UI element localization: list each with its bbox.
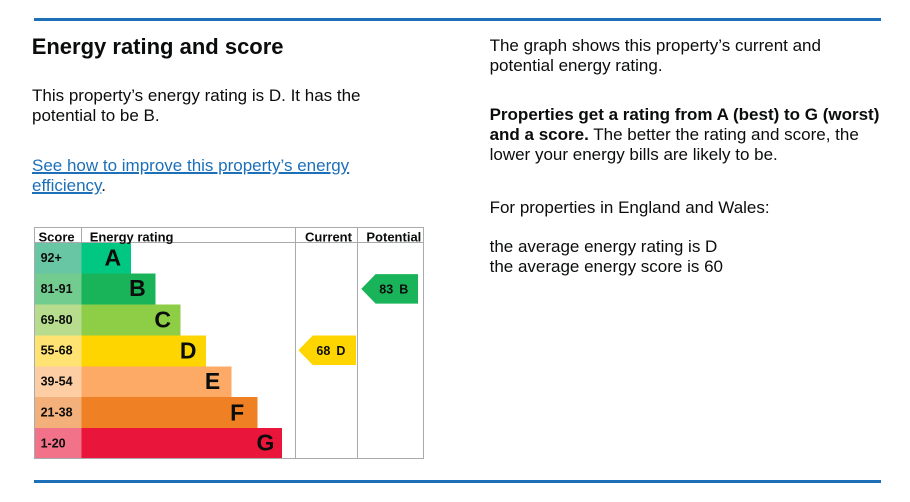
svg-text:Potential: Potential — [366, 230, 421, 245]
svg-text:39-54: 39-54 — [41, 375, 73, 389]
svg-text:F: F — [230, 400, 244, 426]
svg-text:21-38: 21-38 — [41, 406, 73, 420]
svg-text:Score: Score — [39, 230, 75, 245]
svg-text:68: 68 — [316, 345, 330, 359]
svg-text:E: E — [205, 368, 220, 394]
svg-text:92+: 92+ — [41, 251, 62, 265]
svg-text:A: A — [104, 245, 121, 271]
svg-text:81-91: 81-91 — [41, 282, 73, 296]
svg-text:Current: Current — [305, 230, 353, 245]
svg-text:Energy rating: Energy rating — [90, 230, 174, 245]
svg-text:D: D — [336, 345, 345, 359]
svg-text:B: B — [129, 275, 146, 301]
svg-text:55-68: 55-68 — [41, 344, 73, 358]
svg-text:B: B — [399, 283, 408, 297]
svg-text:83: 83 — [379, 283, 393, 297]
svg-text:69-80: 69-80 — [41, 313, 73, 327]
svg-text:1-20: 1-20 — [41, 437, 66, 451]
svg-text:C: C — [154, 307, 171, 333]
svg-text:D: D — [180, 338, 197, 364]
svg-text:G: G — [257, 430, 275, 456]
